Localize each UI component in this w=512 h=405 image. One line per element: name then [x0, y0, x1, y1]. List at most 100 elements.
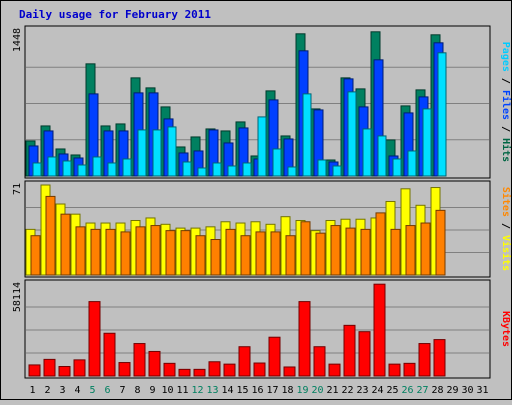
bar-kbytes-kbytes-13: KBytes 13: 9000	[208, 361, 221, 377]
bar-hits-pages-3: Pages 3: 150	[62, 160, 72, 177]
bar-hits-pages-22: Pages 22: 840	[347, 91, 357, 177]
x-tick-12: 12	[191, 385, 203, 396]
axis-label-visits: Sites / Visits	[500, 187, 512, 271]
bar-kbytes-kbytes-16: KBytes 16: 8200	[253, 362, 266, 377]
bar-hits-pages-14: Pages 14: 100	[227, 165, 237, 177]
ymax-label-hits: 1448	[12, 28, 23, 52]
bar-kbytes-kbytes-2: KBytes 2: 10500	[43, 358, 56, 377]
x-tick-26: 26	[401, 385, 413, 396]
axis-label-part-hits-2: Files	[500, 90, 512, 120]
bar-visits-sites-11: Sites 11: 35	[180, 230, 191, 276]
bar-kbytes-kbytes-8: KBytes 8: 20500	[133, 343, 146, 377]
x-tick-24: 24	[371, 385, 383, 396]
bar-kbytes-kbytes-3: KBytes 3: 6000	[58, 366, 71, 377]
bar-kbytes-kbytes-20: KBytes 20: 18500	[313, 346, 326, 377]
x-tick-5: 5	[89, 385, 95, 396]
x-tick-25: 25	[386, 385, 398, 396]
bar-visits-sites-22: Sites 22: 37	[345, 227, 356, 276]
bar-visits-sites-23: Sites 23: 36	[360, 228, 371, 276]
bar-kbytes-kbytes-19: KBytes 19: 47000	[298, 301, 311, 377]
axis-label-part-hits-1: /	[500, 72, 511, 90]
x-tick-1: 1	[29, 385, 35, 396]
x-tick-15: 15	[236, 385, 248, 396]
bar-visits-sites-24: Sites 24: 49	[375, 212, 386, 276]
bar-visits-sites-7: Sites 7: 34	[120, 231, 131, 276]
bar-hits-pages-25: Pages 25: 170	[392, 158, 402, 177]
bar-kbytes-kbytes-9: KBytes 9: 15500	[148, 350, 161, 377]
x-tick-6: 6	[104, 385, 110, 396]
bar-kbytes-kbytes-12: KBytes 12: 4200	[193, 368, 206, 377]
bar-kbytes-kbytes-6: KBytes 6: 27000	[103, 332, 116, 377]
bar-kbytes-kbytes-17: KBytes 17: 24500	[268, 336, 281, 377]
x-tick-11: 11	[176, 385, 188, 396]
bar-kbytes-kbytes-7: KBytes 7: 8500	[118, 362, 131, 377]
bar-visits-sites-15: Sites 15: 31	[240, 235, 251, 276]
axis-label-part-hits-4: Hits	[500, 138, 512, 162]
x-tick-23: 23	[356, 385, 368, 396]
x-tick-4: 4	[74, 385, 80, 396]
bar-hits-pages-4: Pages 4: 110	[77, 164, 87, 177]
bar-visits-sites-18: Sites 18: 31	[285, 235, 296, 276]
axis-label-part-kbytes-0: KBytes	[500, 311, 511, 347]
bar-visits-sites-28: Sites 28: 51	[435, 209, 446, 276]
bar-kbytes-kbytes-10: KBytes 10: 8000	[163, 362, 176, 377]
x-tick-13: 13	[206, 385, 218, 396]
x-tick-19: 19	[296, 385, 308, 396]
bar-kbytes-kbytes-22: KBytes 22: 32000	[343, 324, 356, 377]
bar-hits-pages-1: Pages 1: 130	[32, 162, 42, 177]
bar-hits-pages-28: Pages 28: 1230	[437, 52, 447, 177]
bar-hits-pages-10: Pages 10: 490	[167, 126, 177, 177]
x-tick-7: 7	[119, 385, 125, 396]
x-tick-22: 22	[341, 385, 353, 396]
bar-visits-sites-12: Sites 12: 31	[195, 235, 206, 276]
chart-title: Daily usage for February 2011	[19, 8, 211, 21]
x-tick-14: 14	[221, 385, 233, 396]
bar-visits-sites-4: Sites 4: 38	[75, 226, 86, 276]
bar-visits-sites-3: Sites 3: 48	[60, 213, 71, 276]
bar-hits-pages-13: Pages 13: 130	[212, 162, 222, 177]
bar-hits-pages-26: Pages 26: 250	[407, 150, 417, 177]
bar-hits-pages-9: Pages 9: 460	[152, 129, 162, 177]
ymax-label-kbytes: 58114	[12, 282, 23, 312]
bar-hits-pages-7: Pages 7: 170	[122, 158, 132, 177]
x-tick-28: 28	[431, 385, 443, 396]
bar-visits-sites-8: Sites 8: 38	[135, 226, 146, 276]
axis-label-hits: Pages / Files / Hits	[500, 42, 512, 162]
bar-visits-sites-21: Sites 21: 39	[330, 225, 341, 276]
panel-frame-kbytes	[24, 279, 491, 379]
bar-hits-pages-24: Pages 24: 400	[377, 135, 387, 177]
bar-hits-pages-12: Pages 12: 80	[197, 167, 207, 177]
bar-visits-sites-13: Sites 13: 28	[210, 239, 221, 276]
bar-kbytes-kbytes-21: KBytes 21: 7500	[328, 363, 341, 377]
bar-hits-pages-20: Pages 20: 160	[317, 159, 327, 177]
axis-label-kbytes: KBytes	[500, 311, 511, 347]
bar-hits-pages-2: Pages 2: 190	[47, 156, 57, 177]
x-tick-3: 3	[59, 385, 65, 396]
axis-label-part-hits-3: /	[500, 120, 511, 138]
bar-hits-pages-6: Pages 6: 130	[107, 162, 117, 177]
bar-visits-sites-17: Sites 17: 34	[270, 231, 281, 276]
bar-hits-pages-8: Pages 8: 460	[137, 129, 147, 177]
bar-visits-sites-2: Sites 2: 62	[45, 195, 56, 276]
bar-kbytes-kbytes-27: KBytes 27: 20500	[418, 343, 431, 377]
bar-hits-pages-15: Pages 15: 130	[242, 162, 252, 177]
bar-kbytes-kbytes-14: KBytes 14: 7500	[223, 363, 236, 377]
bar-hits-pages-27: Pages 27: 670	[422, 108, 432, 177]
bar-visits-sites-1: Sites 1: 31	[30, 235, 41, 276]
bar-kbytes-kbytes-15: KBytes 15: 18500	[238, 346, 251, 377]
bar-kbytes-kbytes-5: KBytes 5: 47000	[88, 301, 101, 377]
bar-kbytes-kbytes-4: KBytes 4: 10200	[73, 359, 86, 377]
bar-kbytes-kbytes-24: KBytes 24: 58000	[373, 283, 386, 377]
bar-hits-pages-19: Pages 19: 820	[302, 93, 312, 177]
ymax-label-visits: 71	[12, 183, 23, 195]
axis-label-part-visits-2: Visits	[500, 235, 512, 271]
bar-visits-sites-6: Sites 6: 36	[105, 228, 116, 276]
bar-visits-sites-16: Sites 16: 34	[255, 231, 266, 276]
x-tick-31: 31	[476, 385, 488, 396]
bar-visits-sites-20: Sites 20: 33	[315, 232, 326, 276]
axis-label-part-hits-0: Pages	[500, 42, 511, 72]
x-tick-18: 18	[281, 385, 293, 396]
panel-kbytes: 58114 KBytes KBytes 1: 7000KBytes 2: 10500…	[12, 279, 511, 379]
